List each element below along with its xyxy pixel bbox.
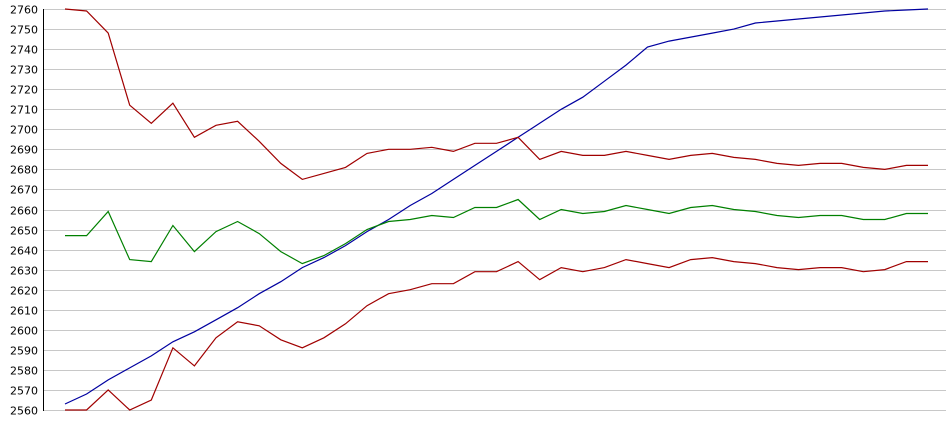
- series-line-2: [64, 8, 928, 181]
- y-tick-label: 2750: [10, 24, 38, 37]
- y-tick-label: 2700: [10, 124, 38, 137]
- y-tick-label: 2720: [10, 84, 38, 97]
- series-line-3: [65, 198, 928, 265]
- y-tick-label: 2710: [10, 104, 38, 117]
- y-tick-label: 2590: [10, 345, 38, 358]
- y-tick-label: 2610: [10, 305, 38, 318]
- y-tick-label: 2570: [10, 385, 38, 398]
- y-tick-label: 2600: [10, 325, 38, 338]
- y-tick-label: 2620: [10, 285, 38, 298]
- gridlines: [43, 9, 946, 411]
- y-tick-label: 2740: [10, 44, 38, 57]
- series-lines: [64, 8, 929, 411]
- y-tick-label: 2730: [10, 64, 38, 77]
- y-tick-label: 2640: [10, 245, 38, 258]
- y-tick-label: 2630: [10, 265, 38, 278]
- y-tick-label: 2650: [10, 225, 38, 238]
- y-tick-label: 2670: [10, 184, 38, 197]
- series-line-1: [64, 8, 929, 405]
- series-line-4: [65, 256, 928, 411]
- y-axis-ticks: 2560 2570 2580 2590 2600 2610 2620 2630 2640 2650…: [10, 4, 38, 418]
- y-tick-label: 2680: [10, 164, 38, 177]
- y-tick-label: 2660: [10, 205, 38, 218]
- y-tick-label: 2580: [10, 365, 38, 378]
- y-tick-label: 2560: [10, 405, 38, 418]
- y-tick-label: 2760: [10, 4, 38, 17]
- y-tick-label: 2690: [10, 144, 38, 157]
